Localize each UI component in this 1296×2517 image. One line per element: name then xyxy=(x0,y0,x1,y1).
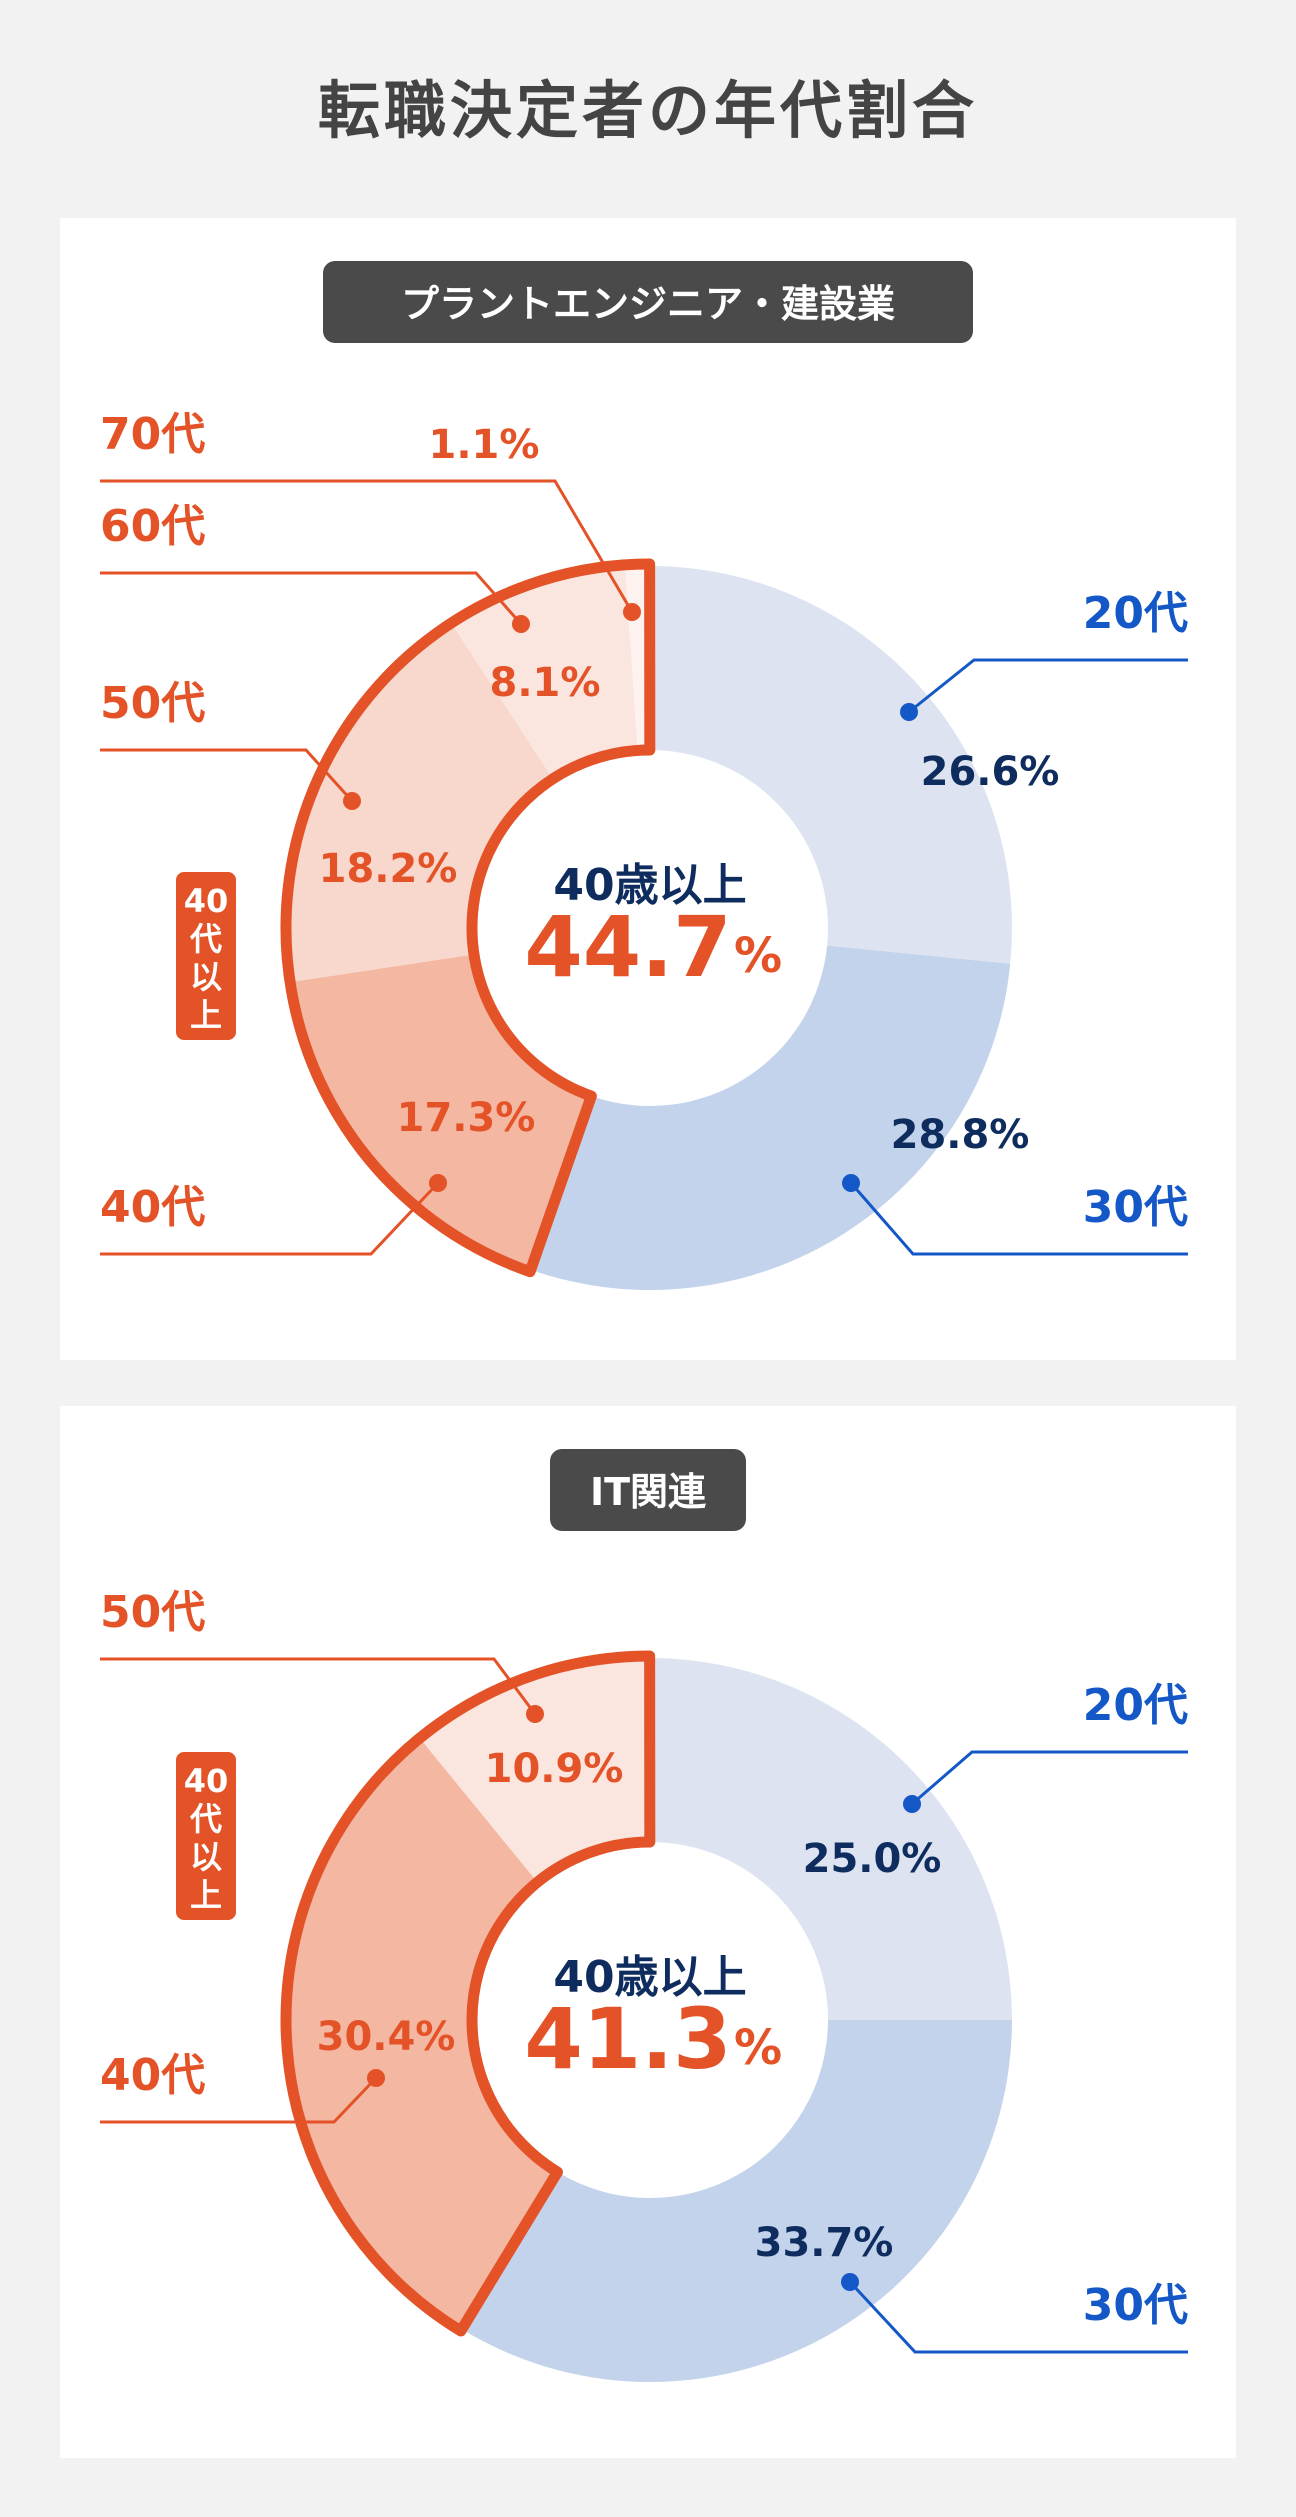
leader-dot xyxy=(623,603,641,621)
age-label: 30代 xyxy=(1083,1182,1188,1233)
age-label: 20代 xyxy=(1083,588,1188,639)
slice-value: 28.8% xyxy=(891,1112,1030,1158)
group-badge-text: 以 xyxy=(190,1838,222,1876)
slice-value: 17.3% xyxy=(397,1095,536,1141)
group-badge xyxy=(176,1752,236,1920)
group-badge-text: 40 xyxy=(184,882,229,920)
group-badge xyxy=(176,872,236,1040)
age-label: 70代 xyxy=(100,409,205,460)
slice-value: 10.9% xyxy=(485,1746,624,1792)
center-label: 40歳以上 xyxy=(553,1952,746,2003)
leader-dot xyxy=(900,703,918,721)
over40-outline xyxy=(280,558,656,1278)
group-badge-text: 代 xyxy=(189,920,222,958)
age-label: 40代 xyxy=(100,2050,205,2101)
chart-title: プラントエンジニア・建設業 xyxy=(401,282,895,326)
age-label: 30代 xyxy=(1083,2280,1188,2331)
leader-dot xyxy=(842,1174,860,1192)
age-label: 50代 xyxy=(100,1587,205,1638)
group-badge-text: 上 xyxy=(190,996,222,1034)
chart-panel-plant: プラントエンジニア・建設業 20代 26.6% 30代 28.8% 40代 17.3% 50代… xyxy=(60,218,1236,1360)
group-badge-text: 40 xyxy=(184,1762,229,1800)
slice-20代 xyxy=(650,1658,1012,2020)
title-badge xyxy=(323,261,973,343)
age-label: 60代 xyxy=(100,501,205,552)
over40-outline xyxy=(280,1650,656,2337)
donut-chart-plant: プラントエンジニア・建設業 20代 26.6% 30代 28.8% 40代 17.3% 50代… xyxy=(100,261,1188,1290)
age-label: 20代 xyxy=(1083,1680,1188,1731)
leader-line xyxy=(100,1657,537,1715)
slice-value: 1.1% xyxy=(429,422,540,468)
leader-dot xyxy=(343,792,361,810)
age-label: 50代 xyxy=(100,678,205,729)
leader-line xyxy=(100,1181,440,1256)
slice-50代 xyxy=(419,1656,650,1883)
leader-dot xyxy=(526,1705,544,1723)
center-label: 40歳以上 xyxy=(553,860,746,911)
donut-chart-it: IT関連 20代 25.0% 30代 33.7% 40代 30.4% 50代 10.9% 40歳以… xyxy=(100,1449,1188,2382)
slice-50代 xyxy=(286,623,553,983)
leader-line xyxy=(100,748,354,803)
leader-line xyxy=(911,1750,1188,1806)
slice-30代 xyxy=(461,2020,1013,2382)
title-badge xyxy=(550,1449,746,1531)
leader-dot xyxy=(367,2069,385,2087)
slice-40代 xyxy=(290,954,592,1272)
group-badge-text: 以 xyxy=(190,958,222,996)
center-value: 41.3 xyxy=(524,1990,731,2088)
center-unit: % xyxy=(734,928,782,984)
slice-30代 xyxy=(530,945,1011,1290)
leader-dot xyxy=(512,615,530,633)
leader-dot xyxy=(903,1795,921,1813)
age-label: 40代 xyxy=(100,1182,205,1233)
slice-value: 18.2% xyxy=(319,846,458,892)
group-badge-text: 上 xyxy=(190,1876,222,1914)
chart-title: IT関連 xyxy=(590,1470,707,1514)
leader-line xyxy=(100,479,634,613)
center-value: 44.7 xyxy=(524,898,731,996)
slice-20代 xyxy=(650,566,1012,964)
slice-value: 8.1% xyxy=(490,660,601,706)
leader-line xyxy=(100,571,523,625)
page-title: 転職決定者の年代割合 xyxy=(317,74,978,147)
slice-40代 xyxy=(285,1738,558,2331)
leader-dot xyxy=(429,1174,447,1192)
slice-value: 33.7% xyxy=(755,2220,894,2266)
slice-value: 30.4% xyxy=(317,2014,456,2060)
leader-line xyxy=(848,2280,1188,2354)
leader-line xyxy=(908,658,1188,714)
leader-line xyxy=(849,1182,1188,1256)
slice-value: 26.6% xyxy=(921,749,1060,795)
group-badge-text: 代 xyxy=(189,1800,222,1838)
center-unit: % xyxy=(734,2020,782,2076)
slice-value: 25.0% xyxy=(803,1836,942,1882)
leader-line xyxy=(100,2076,378,2124)
leader-dot xyxy=(841,2273,859,2291)
chart-panel-it: IT関連 20代 25.0% 30代 33.7% 40代 30.4% 50代 10.9% 40歳以… xyxy=(60,1406,1236,2458)
slice-60代 xyxy=(451,564,638,779)
